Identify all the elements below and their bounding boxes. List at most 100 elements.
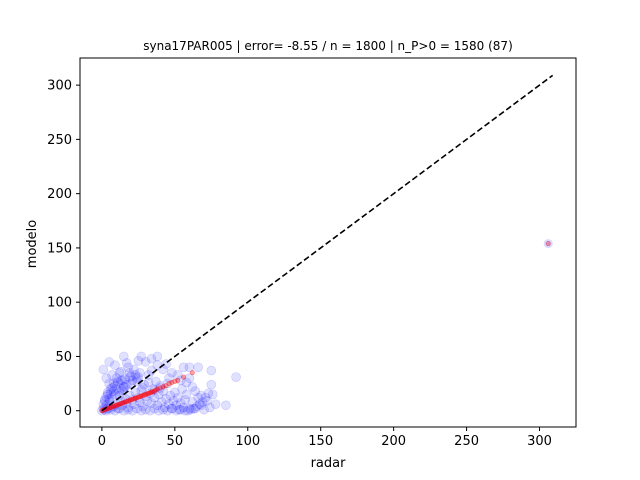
- radar-point: [129, 364, 139, 375]
- fit-point: [109, 404, 115, 410]
- radar-point: [188, 403, 199, 414]
- x-tick-label: 50: [167, 434, 184, 449]
- fit-point: [175, 377, 181, 383]
- radar-point: [120, 374, 131, 385]
- fit-point: [157, 385, 163, 391]
- radar-point: [105, 384, 116, 394]
- radar-point: [152, 400, 163, 411]
- radar-point: [167, 403, 177, 414]
- radar-point: [172, 392, 183, 403]
- fit-point: [163, 383, 169, 389]
- fit-point: [169, 379, 175, 385]
- radar-point: [102, 403, 113, 414]
- radar-point: [206, 379, 217, 390]
- radar-point: [143, 377, 154, 388]
- y-tick-label: 100: [47, 296, 72, 311]
- radar-point: [104, 378, 114, 389]
- radar-point: [111, 384, 122, 394]
- fit-point: [111, 403, 117, 409]
- fit-point: [119, 400, 125, 406]
- radar-point: [132, 373, 142, 383]
- chart-title: syna17PAR005 | error= -8.55 / n = 1800 |…: [143, 39, 513, 53]
- radar-point: [153, 389, 164, 400]
- radar-point: [174, 404, 184, 415]
- radar-point: [105, 388, 116, 399]
- fit-point: [148, 389, 154, 395]
- radar-point: [231, 372, 241, 382]
- radar-point: [142, 396, 152, 406]
- radar-point: [107, 383, 117, 393]
- radar-point: [114, 390, 125, 401]
- plot-frame: [79, 57, 577, 428]
- fit-point: [132, 395, 138, 401]
- fit-point: [118, 401, 124, 407]
- radar-point: [114, 403, 125, 414]
- ticks-layer: 0 50 100 150 200 250 300 0 50 100 150 200 250 300: [47, 79, 552, 449]
- radar-point: [100, 396, 110, 406]
- radar-point: [164, 399, 174, 410]
- radar-point: [181, 377, 192, 388]
- radar-point: [186, 404, 196, 415]
- reference-line: [101, 74, 554, 412]
- radar-point: [132, 403, 142, 414]
- radar-point: [137, 401, 148, 412]
- radar-point: [149, 403, 160, 414]
- radar-point: [171, 405, 182, 416]
- x-tick-label: 0: [98, 434, 106, 449]
- fit-point: [134, 395, 140, 401]
- points-layer: [97, 239, 553, 416]
- fit-point: [151, 388, 157, 394]
- radar-point: [200, 392, 211, 403]
- y-tick-label: 200: [47, 187, 72, 202]
- radar-point: [110, 405, 120, 416]
- radar-point: [107, 370, 117, 380]
- fit-point: [153, 387, 159, 393]
- y-tick-label: 300: [47, 79, 72, 94]
- radar-point: [124, 372, 135, 382]
- radar-point: [140, 357, 151, 367]
- radar-point: [158, 386, 168, 396]
- radar-point: [140, 404, 151, 415]
- radar-point: [102, 389, 113, 400]
- fit-point: [116, 401, 122, 407]
- x-tick-label: 300: [527, 434, 552, 449]
- fit-point: [143, 391, 149, 397]
- fit-point: [115, 402, 121, 408]
- x-axis-label: radar: [311, 456, 347, 471]
- radar-point: [170, 387, 180, 398]
- radar-point: [168, 396, 179, 406]
- radar-point: [149, 392, 160, 403]
- radar-point: [139, 379, 149, 390]
- radar-point: [101, 373, 112, 383]
- radar-point: [98, 403, 109, 414]
- radar-point: [121, 379, 132, 390]
- radar-point: [180, 405, 190, 416]
- radar-point: [199, 404, 209, 415]
- fit-point: [128, 397, 134, 403]
- radar-point: [120, 382, 131, 392]
- fit-point: [172, 378, 178, 384]
- radar-point: [183, 405, 193, 416]
- radar-point: [133, 372, 144, 382]
- radar-point: [196, 400, 206, 411]
- fit-point: [138, 393, 144, 399]
- radar-point: [184, 373, 195, 383]
- fit-point: [150, 389, 156, 395]
- radar-point: [146, 353, 157, 364]
- radar-point: [193, 392, 203, 403]
- y-tick-label: 250: [47, 133, 72, 148]
- radar-point: [178, 402, 189, 413]
- radar-point: [124, 390, 135, 401]
- fit-point: [166, 381, 172, 387]
- radar-point: [118, 351, 129, 362]
- radar-point: [203, 388, 214, 399]
- radar-point: [127, 395, 138, 405]
- fit-point: [130, 396, 136, 402]
- radar-point: [116, 375, 126, 386]
- reference-line-layer: [101, 74, 554, 412]
- radar-point: [184, 403, 195, 414]
- fit-point: [122, 399, 128, 405]
- radar-point: [126, 371, 136, 381]
- y-tick-label: 50: [55, 350, 72, 365]
